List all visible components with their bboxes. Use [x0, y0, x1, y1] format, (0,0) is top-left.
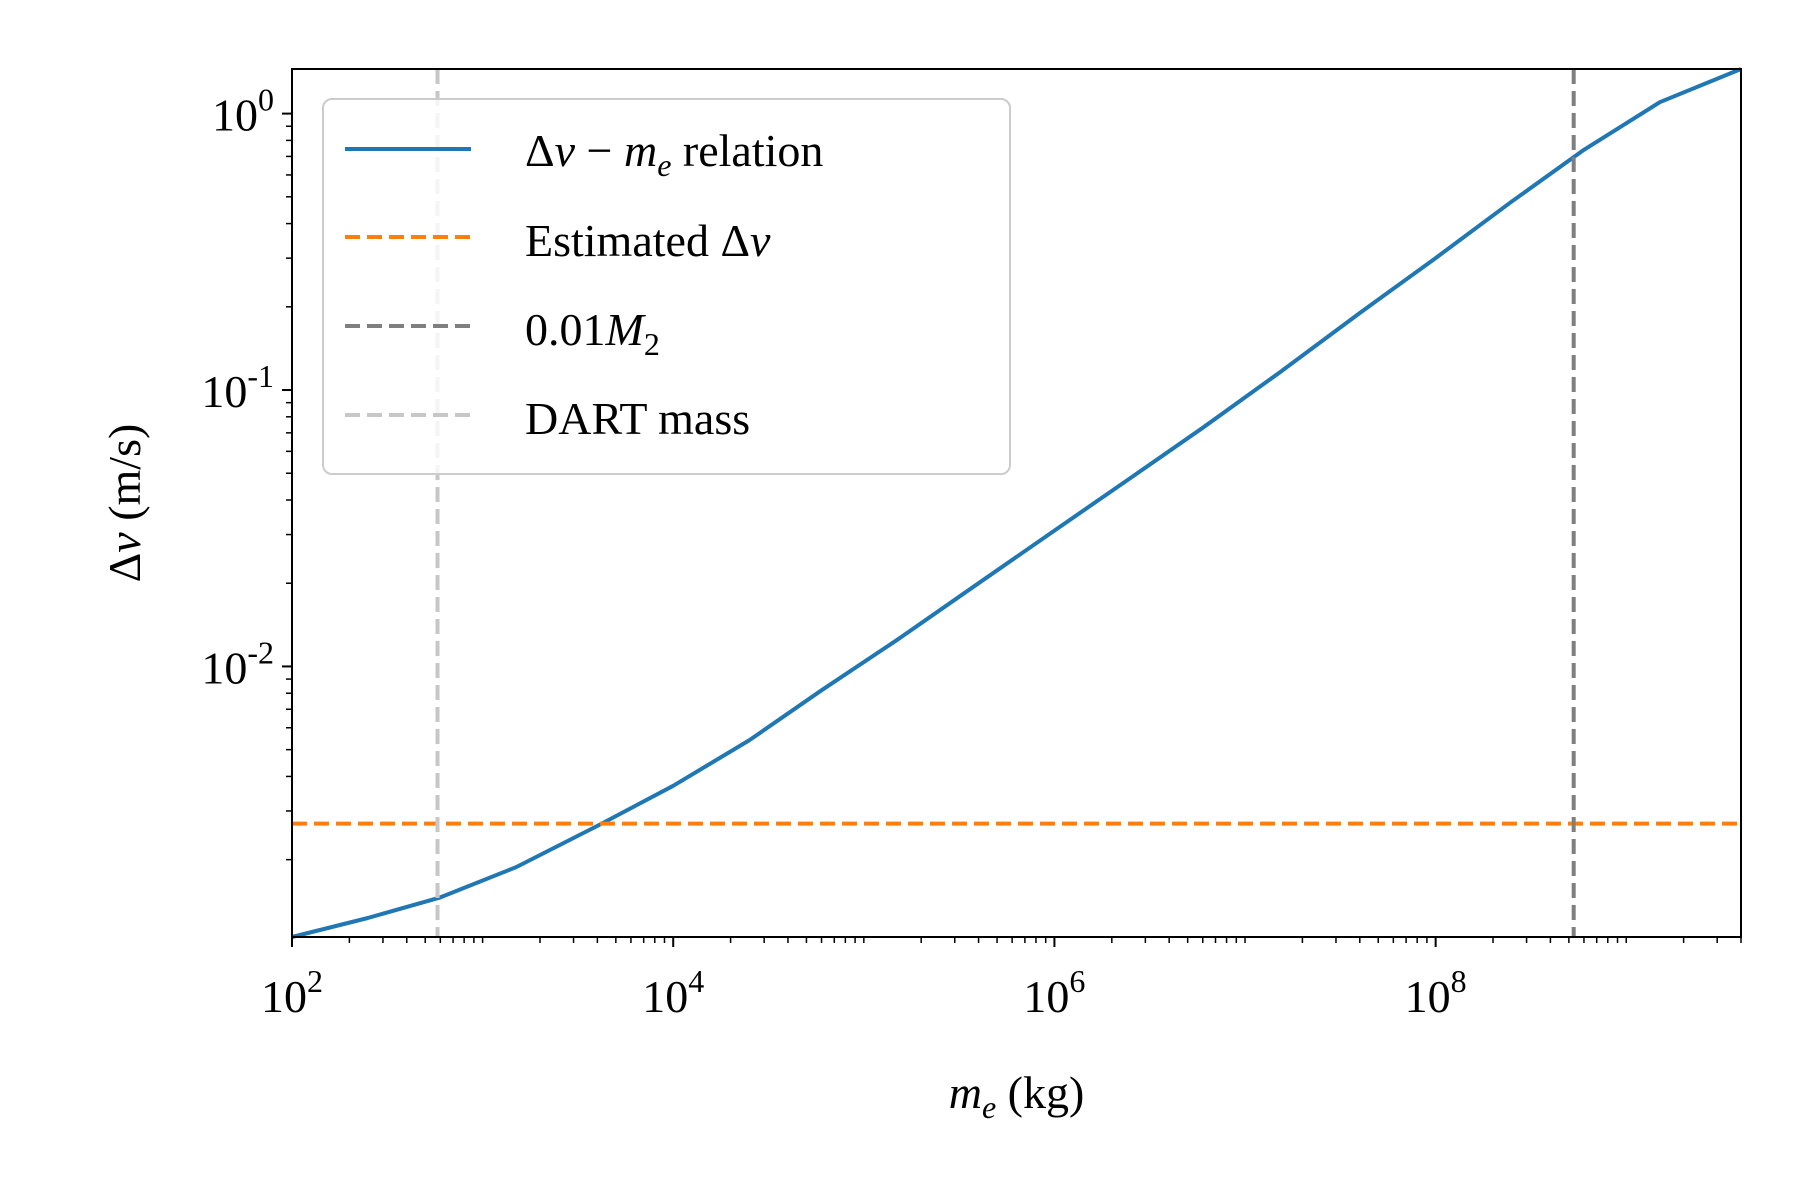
x-axis-label: me (kg) — [949, 1067, 1085, 1125]
x-axis-label-subscript: e — [982, 1089, 996, 1125]
x-tick-label: 104 — [642, 963, 704, 1022]
legend-label-relation: Δv − me relation — [525, 125, 823, 183]
y-axis-label-delta: Δ — [99, 553, 150, 583]
x-axis-label-unit: (kg) — [1008, 1067, 1085, 1118]
y-axis-label-space — [99, 521, 150, 533]
y-axis-label-symbol: v — [99, 532, 150, 553]
y-tick-label: 10-1 — [201, 358, 274, 417]
x-axis-label-symbol: m — [949, 1067, 982, 1118]
x-tick-label: 108 — [1405, 963, 1467, 1022]
y-axis-label-unit: (m/s) — [99, 424, 150, 521]
plot-frame — [291, 68, 1742, 938]
y-axis-label: Δv (m/s) — [99, 424, 150, 583]
legend-label-mass-fraction: 0.01M2 — [525, 304, 660, 362]
y-tick-label: 100 — [212, 82, 274, 141]
x-tick-label: 106 — [1023, 963, 1085, 1022]
x-axis: 102 104 106 108 — [261, 937, 1742, 1022]
legend-label-dart: DART mass — [525, 393, 750, 444]
legend-box — [322, 98, 1011, 475]
x-axis-label-space — [996, 1067, 1008, 1118]
y-tick-label: 10-2 — [201, 634, 274, 693]
y-axis: 10-2 10-1 100 — [201, 82, 292, 861]
legend: Δv − me relation Estimated Δv 0.01M2 DAR… — [322, 98, 1011, 475]
legend-label-estimated: Estimated Δv — [525, 215, 771, 266]
series-0-line — [291, 67, 1742, 939]
x-tick-label: 102 — [261, 963, 323, 1022]
